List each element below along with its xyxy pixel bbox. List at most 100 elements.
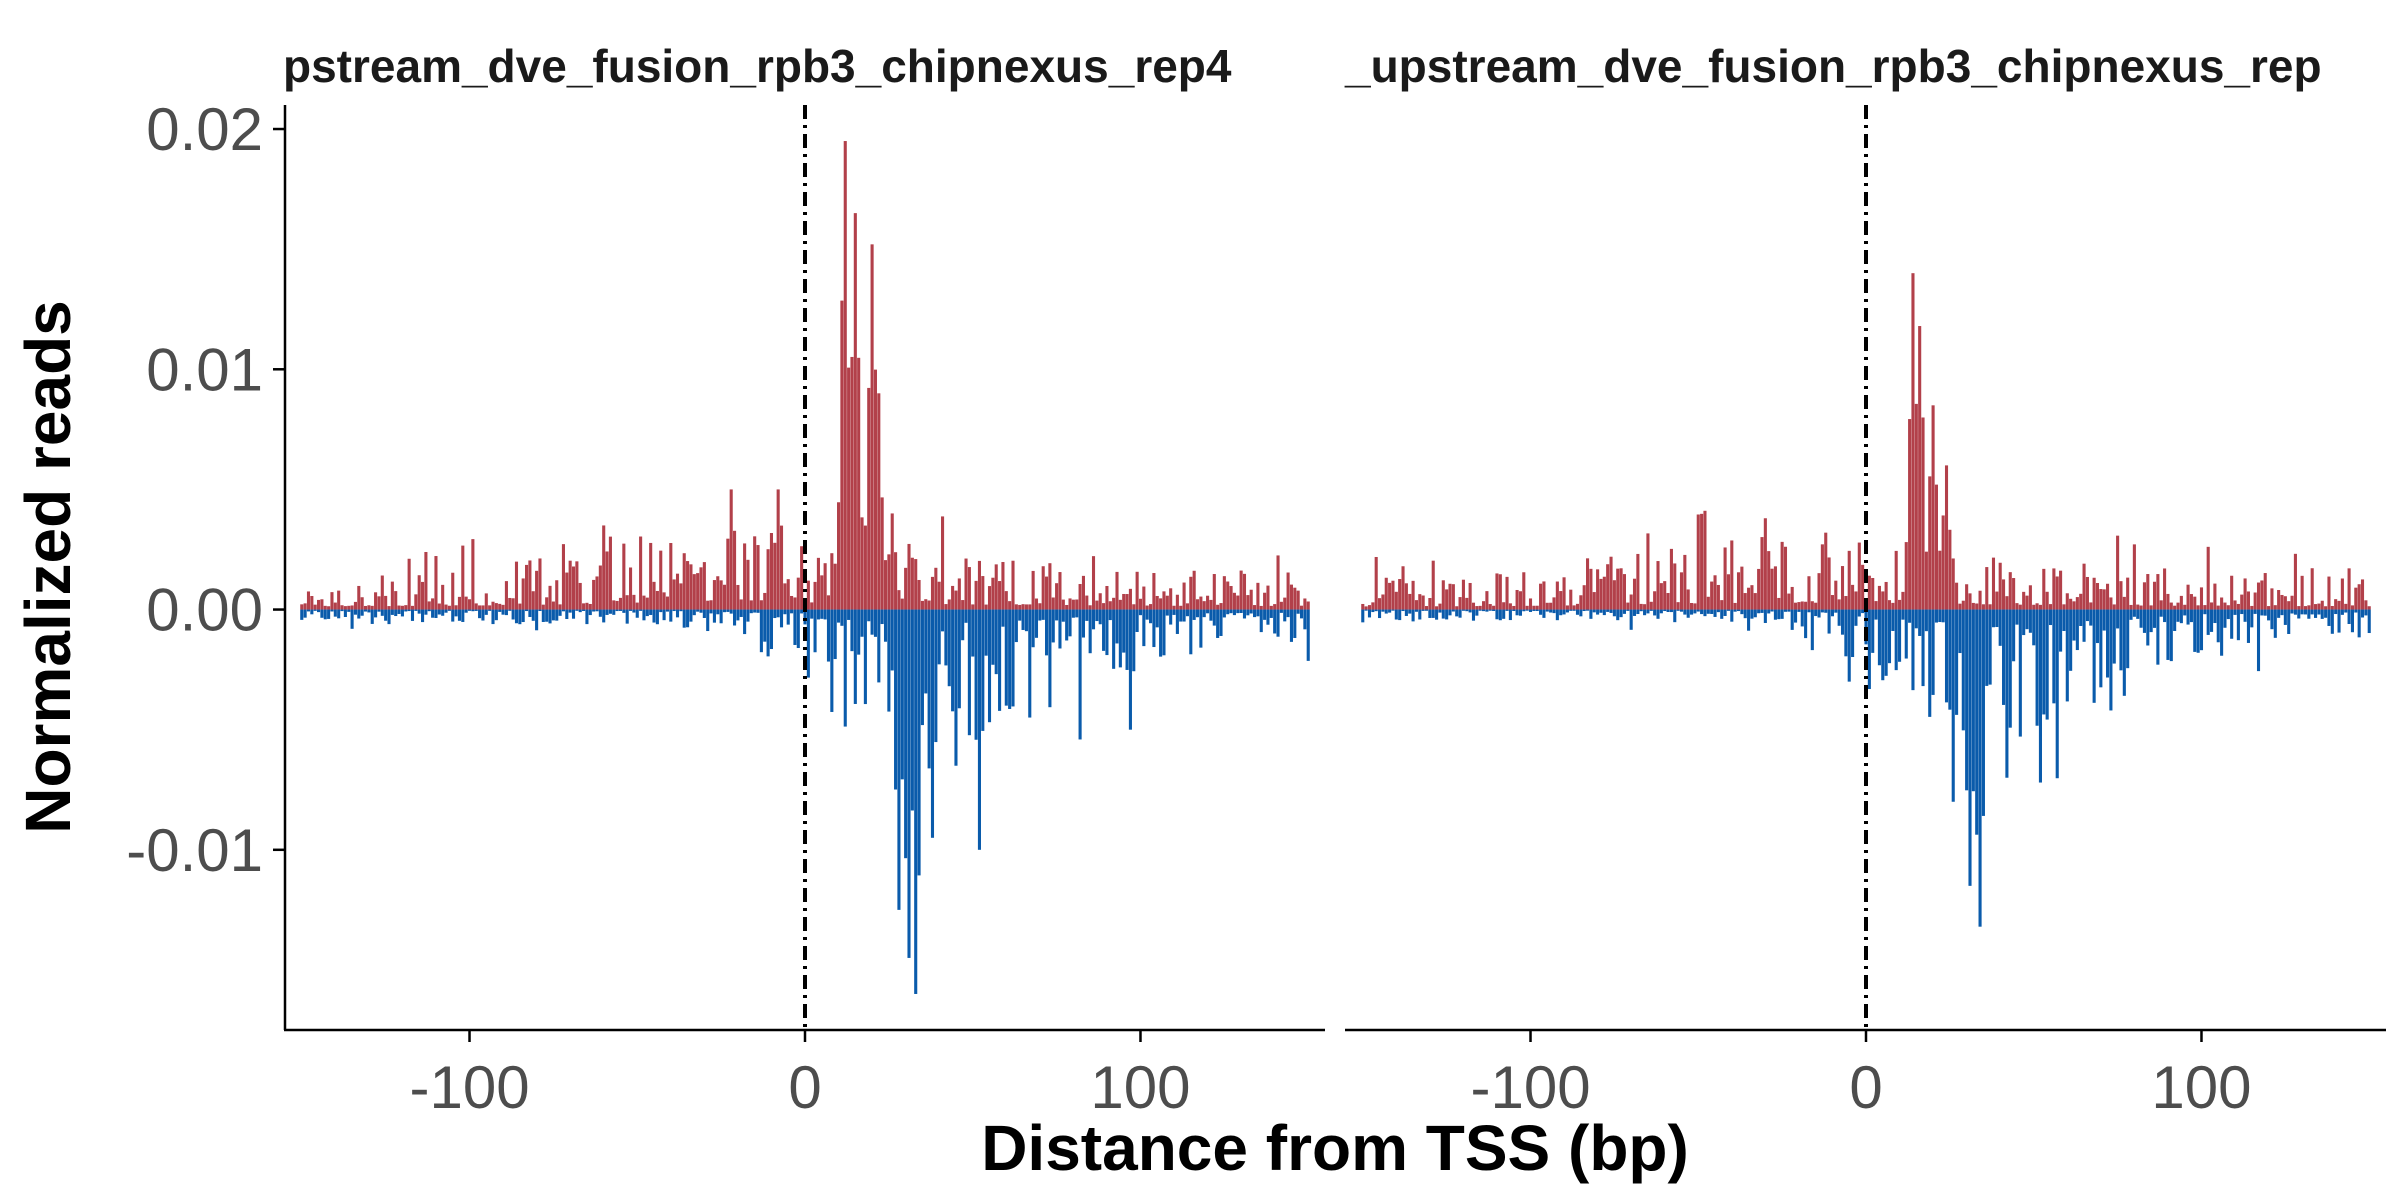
bar-negative — [518, 609, 522, 625]
bar-positive — [1088, 605, 1092, 610]
bar-negative — [920, 609, 924, 726]
bar-negative — [1747, 609, 1751, 631]
bar-negative — [1549, 609, 1553, 613]
bar-positive — [2002, 579, 2006, 610]
bar-negative — [890, 609, 894, 671]
bar-positive — [1471, 602, 1476, 610]
bar-negative — [1155, 609, 1159, 628]
bar-positive — [2089, 602, 2093, 610]
bar-negative — [2008, 609, 2012, 728]
bar-negative — [1162, 609, 1166, 656]
bar-negative — [719, 609, 723, 624]
bar-positive — [766, 549, 770, 610]
bar-negative — [726, 609, 730, 612]
bar-negative — [1468, 609, 1472, 613]
bar-positive — [1669, 548, 1673, 610]
bar-positive — [514, 561, 519, 610]
bar-positive — [1857, 542, 1861, 610]
bar-positive — [2277, 590, 2281, 610]
bar-negative — [2005, 609, 2009, 778]
bar-positive — [1975, 603, 1979, 610]
bar-negative — [1673, 609, 1677, 623]
bar-negative — [1569, 609, 1573, 611]
bar-negative — [1998, 609, 2002, 646]
bar-negative — [1683, 609, 1687, 615]
panel-left-title: pstream_dve_fusion_rpb3_chipnexus_rep4 — [283, 40, 1232, 92]
bar-positive — [1293, 587, 1297, 610]
bar-negative — [722, 609, 727, 613]
bar-negative — [558, 609, 562, 616]
bar-negative — [1908, 609, 1912, 623]
bar-positive — [441, 584, 445, 610]
bar-negative — [1629, 609, 1633, 630]
bar-positive — [2059, 570, 2063, 610]
bar-positive — [1767, 551, 1771, 610]
bar-negative — [1844, 609, 1848, 657]
bar-positive — [1961, 600, 1965, 610]
bar-negative — [1391, 609, 1395, 611]
bar-negative — [1891, 609, 1895, 631]
bar-negative — [1475, 609, 1479, 616]
bar-negative — [2196, 609, 2200, 653]
bar-negative — [1018, 609, 1022, 621]
bar-positive — [1800, 601, 1804, 610]
bar-negative — [1710, 609, 1714, 614]
bar-negative — [1948, 609, 1952, 710]
bar-positive — [1747, 587, 1751, 610]
bar-negative — [1790, 609, 1794, 630]
bar-positive — [1518, 591, 1522, 610]
bar-positive — [350, 605, 354, 610]
bar-positive — [1068, 598, 1072, 610]
bar-negative — [1021, 609, 1025, 630]
bar-negative — [1562, 609, 1566, 615]
bar-positive — [1696, 514, 1700, 610]
bar-positive — [1649, 601, 1653, 610]
bar-positive — [820, 575, 824, 610]
bar-positive — [2210, 602, 2214, 610]
bar-negative — [813, 609, 817, 653]
bar-positive — [994, 564, 998, 610]
bar-positive — [1757, 568, 1761, 610]
bar-positive — [431, 598, 435, 610]
bar-negative — [1306, 609, 1310, 661]
bar-positive — [357, 585, 361, 610]
bar-positive — [2109, 597, 2113, 610]
bar-positive — [1616, 568, 1620, 610]
bar-positive — [1229, 586, 1233, 610]
x-axis-title: Distance from TSS (bp) — [981, 1112, 1689, 1184]
bar-negative — [431, 609, 435, 618]
bar-positive — [1978, 590, 1982, 610]
bar-negative — [1901, 609, 1905, 620]
bar-positive — [642, 595, 646, 610]
bar-negative — [504, 609, 508, 616]
bar-positive — [2350, 605, 2354, 610]
bar-positive — [605, 551, 609, 610]
bar-positive — [1840, 566, 1845, 610]
bar-positive — [622, 543, 626, 610]
bar-negative — [1703, 609, 1707, 617]
bar-negative — [1659, 609, 1663, 614]
bar-negative — [2048, 609, 2053, 626]
bar-negative — [2256, 609, 2261, 672]
bar-positive — [1884, 581, 1888, 610]
bar-positive — [880, 497, 884, 610]
bar-positive — [575, 561, 579, 610]
bar-positive — [1468, 582, 1472, 610]
bar-positive — [863, 525, 867, 610]
bar-positive — [984, 604, 988, 610]
bar-negative — [2357, 609, 2361, 638]
bar-negative — [883, 609, 888, 642]
bar-positive — [696, 573, 700, 610]
bar-positive — [2330, 605, 2334, 610]
bar-negative — [692, 609, 696, 616]
bar-negative — [739, 609, 743, 617]
bar-negative — [1273, 609, 1277, 634]
bar-negative — [1522, 609, 1526, 612]
bar-positive — [924, 599, 928, 610]
bar-positive — [1703, 510, 1707, 610]
bar-negative — [514, 609, 519, 624]
bar-positive — [528, 560, 532, 610]
bar-negative — [561, 609, 565, 612]
bar-negative — [1911, 609, 1915, 691]
bar-positive — [390, 581, 394, 610]
